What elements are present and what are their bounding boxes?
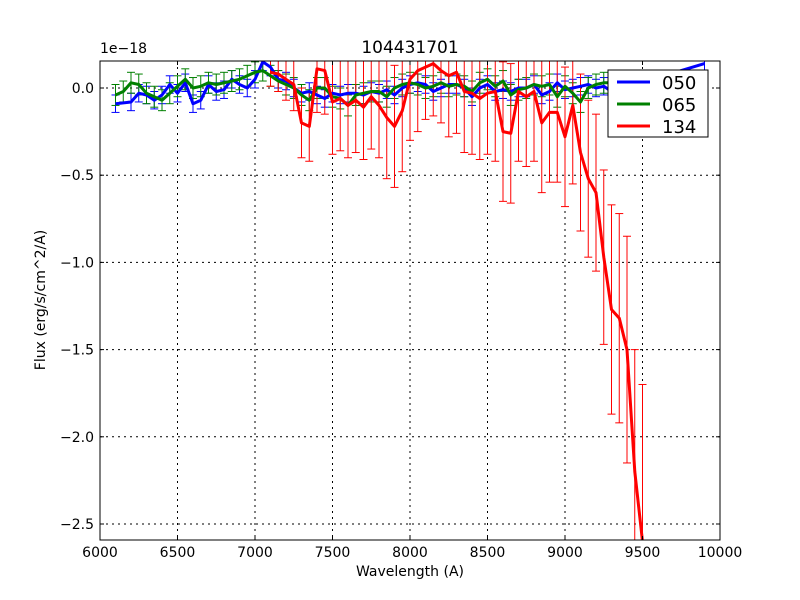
- x-tick-label: 8500: [470, 545, 506, 561]
- series-line-065: [114, 69, 612, 107]
- y-tick-label: −2.0: [60, 430, 94, 446]
- x-tick-label: 8000: [392, 545, 428, 561]
- legend: 050 065 134: [607, 69, 709, 138]
- legend-item-134: 134: [617, 117, 696, 138]
- x-tick-label: 7500: [315, 545, 351, 561]
- ticks: 6000 6500 7000 7500 8000 8500 9000 9500 10000 0.0…: [60, 61, 742, 561]
- x-tick-label: 7000: [237, 545, 273, 561]
- x-tick-label: 9500: [625, 545, 661, 561]
- legend-item-050: 050: [617, 73, 696, 94]
- y-axis-label: Flux (erg/s/cm^2/A): [33, 230, 49, 370]
- y-offset-text: 1e−18: [100, 41, 147, 57]
- legend-item-065: 065: [617, 95, 696, 116]
- plot-area: 6000 6500 7000 7500 8000 8500 9000 9500 10000 0.0…: [60, 60, 742, 561]
- y-tick-label: −1.0: [60, 255, 94, 271]
- y-tick-label: 0.0: [72, 81, 94, 97]
- legend-label-134: 134: [662, 117, 696, 138]
- legend-label-050: 050: [662, 73, 696, 94]
- x-axis-label: Wavelength (A): [356, 564, 464, 580]
- x-tick-label: 10000: [698, 545, 743, 561]
- series-line-134: [270, 62, 644, 540]
- x-tick-label: 9000: [547, 545, 583, 561]
- x-tick-label: 6500: [160, 545, 196, 561]
- series-layer: [111, 61, 709, 540]
- legend-label-065: 065: [662, 95, 696, 116]
- y-tick-label: −0.5: [60, 168, 94, 184]
- y-tick-label: −1.5: [60, 343, 94, 359]
- y-tick-label: −2.5: [60, 517, 94, 533]
- x-tick-label: 6000: [82, 545, 118, 561]
- chart-title: 104431701: [361, 38, 458, 58]
